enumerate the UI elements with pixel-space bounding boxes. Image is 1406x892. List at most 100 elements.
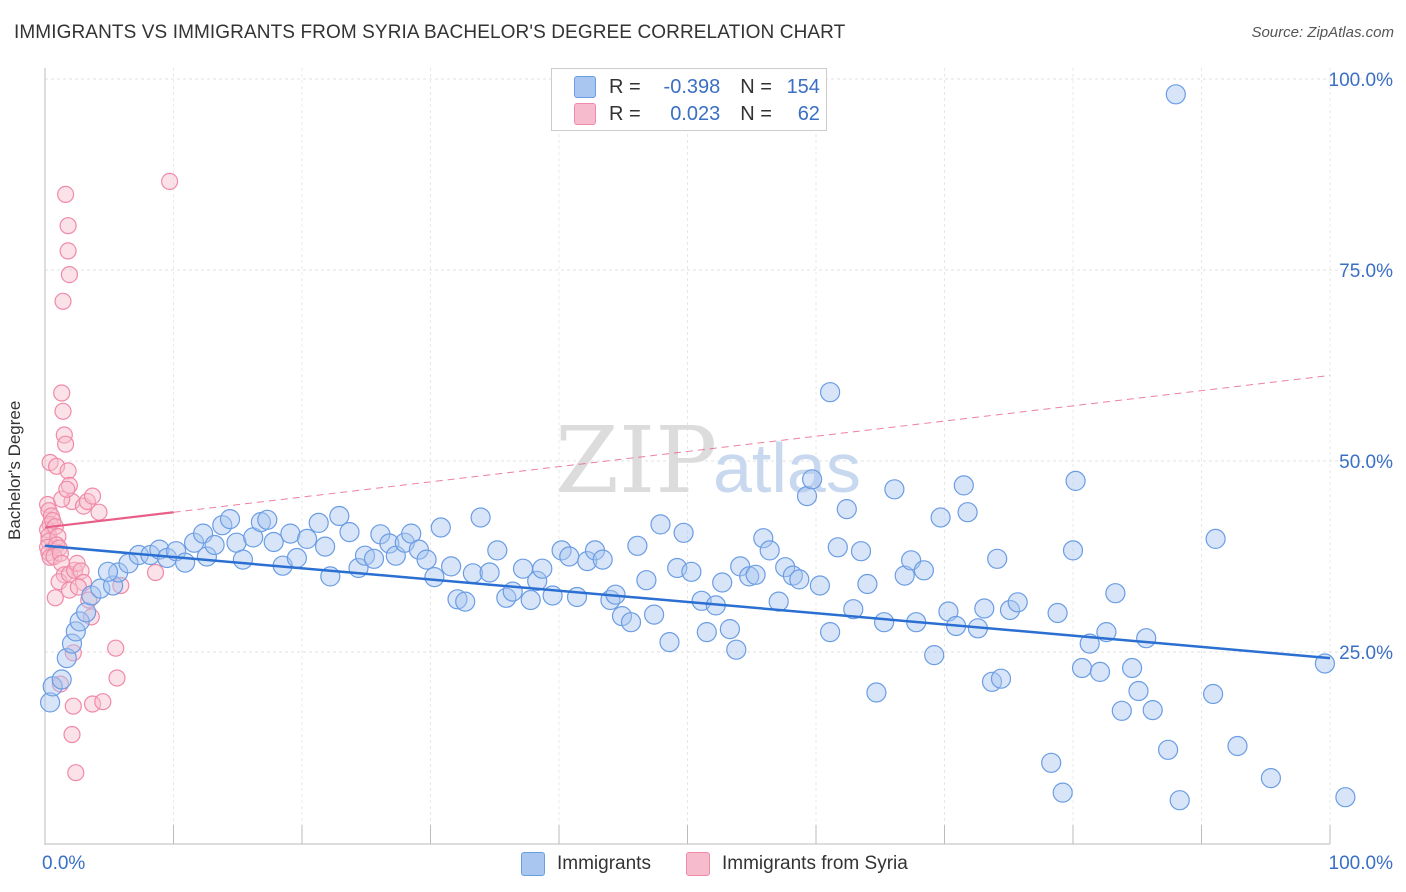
source-label: Source: ZipAtlas.com — [1251, 24, 1394, 41]
immigrants-point — [789, 569, 810, 590]
immigrants-point — [681, 561, 702, 582]
legend-r-label: R = — [609, 102, 641, 125]
immigrants-point — [479, 562, 500, 583]
legend-row-immigrants: R = -0.398 N = 154 — [574, 74, 820, 100]
immigrants-point — [286, 547, 307, 569]
immigrants-point — [1128, 680, 1149, 702]
immigrants-point — [51, 669, 72, 690]
immigrants-point — [470, 507, 491, 528]
immigrants-point — [1052, 782, 1073, 803]
immigrants-point — [620, 612, 642, 633]
syria-point — [59, 217, 77, 235]
y-tick-label: 75.0% — [1339, 261, 1393, 282]
immigrants-point — [843, 599, 864, 620]
immigrants-point — [696, 621, 717, 643]
immigrants-point — [297, 528, 318, 550]
stats-legend: R = -0.398 N = 154 R = 0.023 N = 62 — [551, 68, 827, 131]
immigrants-point — [408, 539, 429, 560]
immigrants-point — [809, 575, 831, 596]
legend-n-label: N = — [740, 75, 772, 98]
immigrants-point — [1079, 633, 1100, 654]
immigrants-point — [1136, 628, 1157, 649]
immigrants-point — [329, 505, 350, 527]
immigrants-point — [204, 534, 225, 556]
immigrants-point — [884, 479, 905, 500]
syria-point — [80, 591, 98, 609]
immigrants-point — [1065, 470, 1086, 491]
immigrants-point — [636, 570, 657, 591]
syria-point — [64, 697, 82, 715]
legend-swatch-syria — [574, 103, 596, 125]
immigrants-point — [90, 578, 111, 599]
immigrants-point — [987, 548, 1008, 569]
immigrants-point — [719, 618, 741, 640]
immigrants-point — [379, 533, 400, 554]
immigrants-point — [990, 668, 1012, 689]
immigrants-point — [566, 586, 588, 608]
bottom-legend-immigrants: Immigrants — [521, 851, 651, 877]
immigrants-point — [1089, 661, 1111, 683]
tick-labels: 100.0% 75.0% 50.0% 25.0% 0.0% 100.0% — [42, 70, 1393, 874]
immigrants-point — [527, 570, 548, 592]
syria-point — [60, 581, 79, 599]
bottom-legend-swatch-syria — [686, 852, 710, 876]
immigrants-point — [592, 549, 613, 570]
legend-n-value: 62 — [797, 102, 820, 125]
immigrants-point — [416, 549, 437, 570]
immigrants-point — [650, 514, 671, 535]
immigrants-point — [257, 509, 278, 530]
immigrants-point — [447, 589, 468, 610]
immigrants-point — [999, 599, 1021, 621]
immigrants-point — [308, 512, 329, 534]
legend-row-syria: R = 0.023 N = 62 — [574, 101, 820, 127]
legend-n-label: N = — [740, 102, 772, 125]
immigrants-point — [1165, 84, 1186, 105]
immigrants-point — [873, 612, 895, 633]
immigrants-point — [75, 602, 97, 623]
immigrants-point — [643, 604, 665, 625]
immigrants-point — [782, 565, 804, 586]
immigrants-point — [520, 589, 541, 611]
immigrants-point — [441, 556, 462, 577]
syria-point — [58, 480, 76, 498]
immigrants-point — [857, 573, 878, 595]
syria-point — [56, 435, 75, 453]
immigrants-point — [61, 633, 83, 654]
immigrants-point — [559, 546, 580, 567]
syria-point — [146, 563, 165, 582]
syria-point — [54, 402, 72, 420]
immigrants-point — [894, 565, 915, 586]
immigrants-point — [1142, 699, 1163, 721]
immigrants-point — [39, 692, 61, 713]
immigrants-point — [1007, 592, 1028, 613]
watermark-atlas: atlas — [713, 429, 861, 507]
y-tick-label: 100.0% — [1329, 70, 1394, 91]
watermark-zip: ZIP — [555, 407, 717, 514]
immigrants-point — [1047, 602, 1068, 624]
immigrants-point — [819, 382, 841, 403]
immigrants-point — [1205, 528, 1226, 550]
syria-point — [83, 487, 102, 505]
syria-point — [83, 695, 102, 713]
x-tick-label-min: 0.0% — [42, 853, 85, 874]
bottom-legend-label-syria: Immigrants from Syria — [722, 853, 908, 874]
immigrants-point — [1071, 657, 1093, 679]
immigrants-point — [232, 549, 253, 570]
immigrants-point — [280, 523, 301, 544]
immigrants-point — [673, 522, 694, 543]
immigrants-point — [827, 537, 848, 558]
immigrants-point — [775, 557, 796, 578]
immigrants-point — [930, 507, 951, 528]
immigrants-point — [219, 508, 241, 530]
syria-point — [67, 764, 85, 782]
syria-point — [53, 490, 71, 508]
immigrants-point — [455, 591, 476, 612]
immigrants-point — [424, 566, 445, 588]
immigrants-point — [627, 535, 648, 556]
syria-point — [56, 185, 75, 203]
immigrants-point — [1121, 657, 1143, 679]
y-tick-label: 50.0% — [1339, 452, 1393, 473]
immigrants-point — [1169, 790, 1190, 811]
immigrants-point — [1227, 735, 1248, 757]
